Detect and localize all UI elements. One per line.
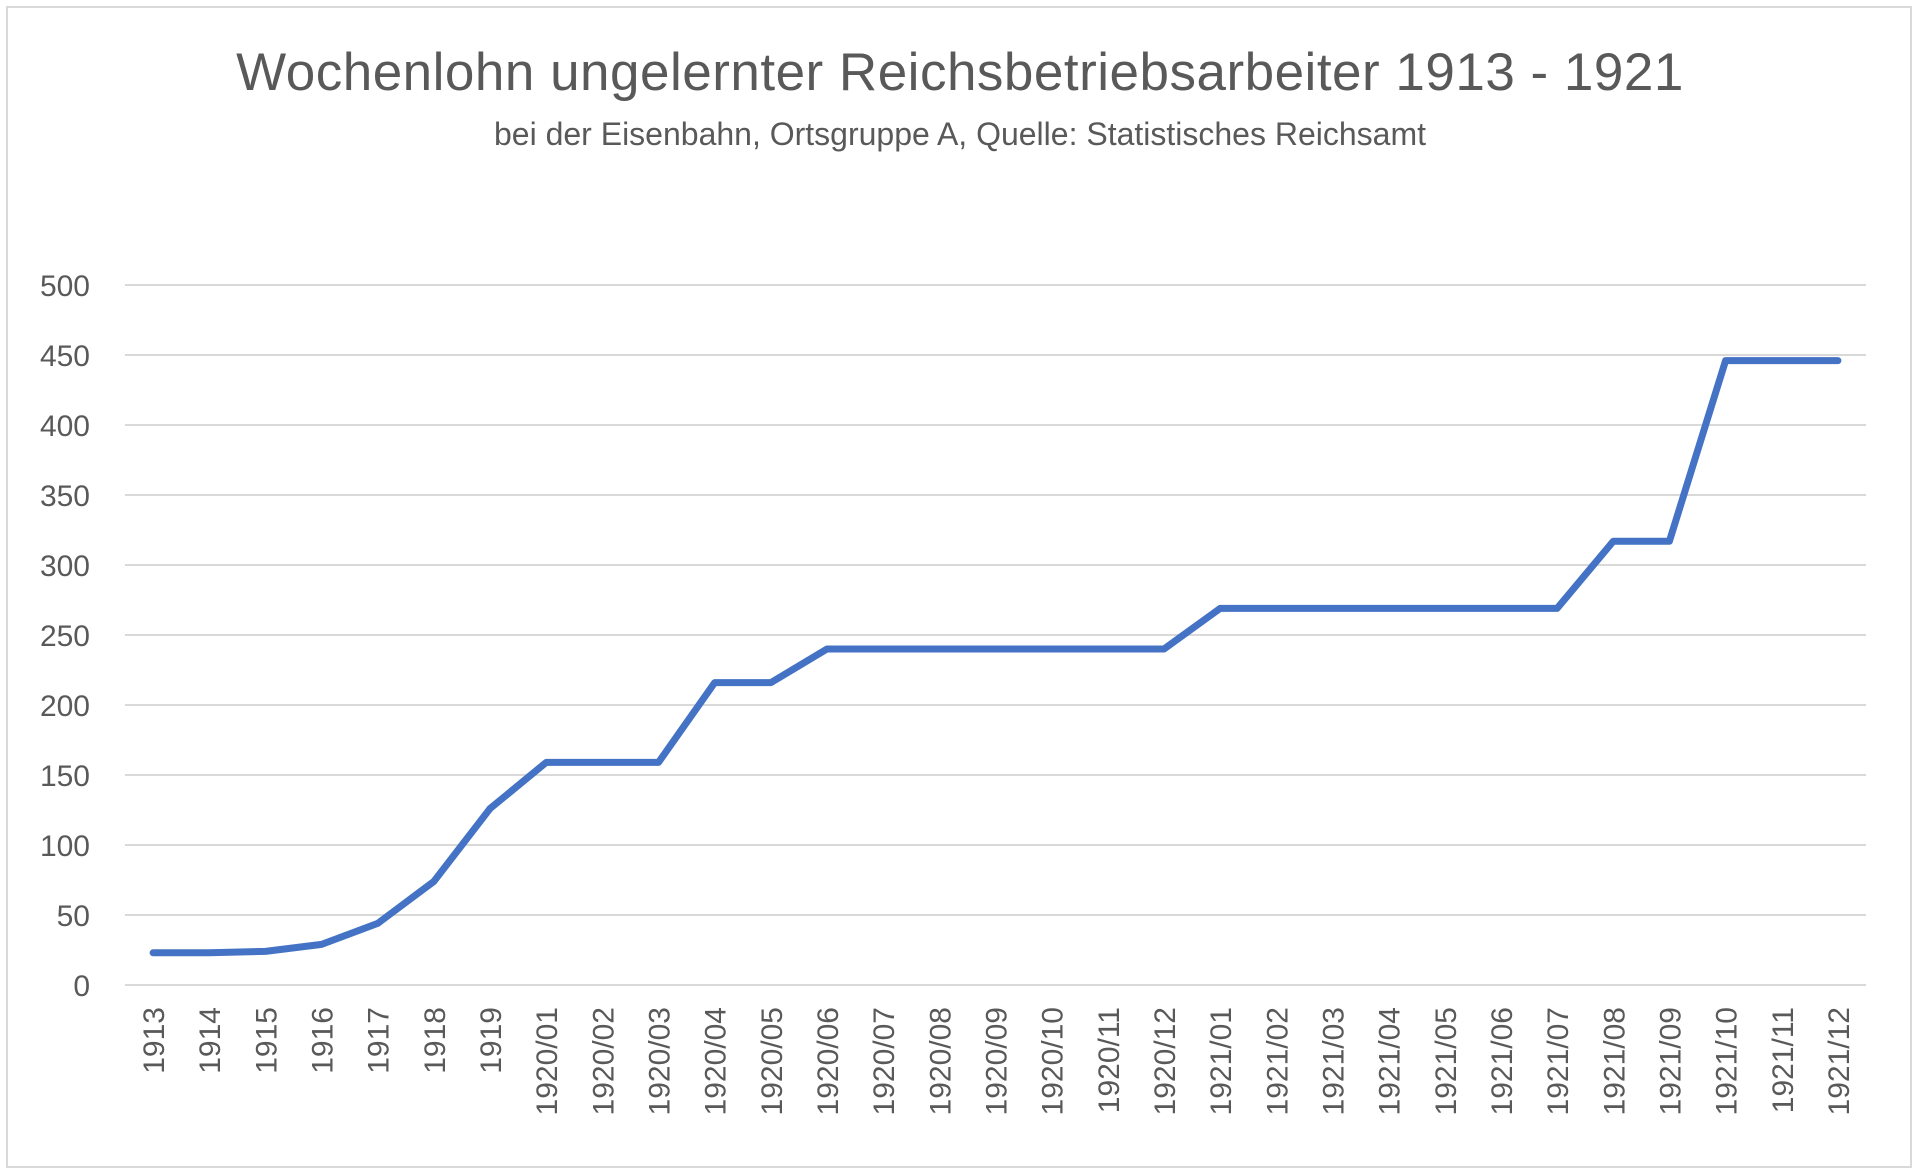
x-tick-label: 1921/12	[1823, 1007, 1856, 1115]
x-tick-label: 1921/03	[1317, 1007, 1350, 1115]
y-tick-label: 150	[40, 760, 90, 793]
x-tick-label: 1921/05	[1430, 1007, 1463, 1115]
x-tick-label: 1920/12	[1149, 1007, 1182, 1115]
x-tick-label: 1921/06	[1486, 1007, 1519, 1115]
x-tick-label: 1921/08	[1598, 1007, 1631, 1115]
y-tick-label: 500	[40, 270, 90, 303]
y-tick-label: 400	[40, 410, 90, 443]
x-tick-label: 1915	[250, 1007, 283, 1074]
chart-title: Wochenlohn ungelernter Reichsbetriebsarb…	[236, 43, 1684, 102]
y-tick-label: 450	[40, 340, 90, 373]
x-tick-label: 1920/06	[812, 1007, 845, 1115]
y-tick-label: 300	[40, 550, 90, 583]
series-line	[149, 357, 1842, 957]
y-tick-label: 250	[40, 620, 90, 653]
x-tick-label: 1917	[363, 1007, 396, 1074]
x-tick-label: 1920/08	[924, 1007, 957, 1115]
y-tick-label: 350	[40, 480, 90, 513]
x-tick-label: 1918	[419, 1007, 452, 1074]
x-tick-label: 1921/09	[1654, 1007, 1687, 1115]
chart-area	[6, 6, 1912, 1168]
x-tick-label: 1920/09	[981, 1007, 1014, 1115]
x-tick-label: 1916	[307, 1007, 340, 1074]
x-tick-label: 1919	[475, 1007, 508, 1074]
y-tick-label: 100	[40, 830, 90, 863]
x-tick-label: 1921/04	[1374, 1007, 1407, 1115]
series-layer	[149, 357, 1842, 957]
x-tick-label: 1914	[194, 1007, 227, 1074]
x-tick-label: 1921/01	[1205, 1007, 1238, 1115]
x-tick-label: 1921/07	[1542, 1007, 1575, 1115]
x-tick-label: 1920/11	[1093, 1007, 1126, 1113]
x-tick-label: 1913	[138, 1007, 171, 1074]
x-tick-label: 1920/05	[756, 1007, 789, 1115]
x-tick-label: 1921/11	[1767, 1007, 1800, 1113]
y-tick-label: 200	[40, 690, 90, 723]
y-tick-label: 0	[73, 970, 90, 1003]
x-tick-label: 1921/02	[1261, 1007, 1294, 1115]
x-tick-label: 1920/02	[587, 1007, 620, 1115]
x-tick-label: 1921/10	[1711, 1007, 1744, 1115]
x-tick-label: 1920/10	[1037, 1007, 1070, 1115]
y-tick-label: 50	[57, 900, 90, 933]
x-axis-tick-labels: 1913 1914 1915 1916 1917 1918 1919 1920/01 1920/…	[138, 1007, 1856, 1115]
x-tick-label: 1920/07	[868, 1007, 901, 1115]
x-tick-label: 1920/01	[531, 1007, 564, 1115]
gridlines	[125, 284, 1866, 986]
x-tick-label: 1920/04	[700, 1007, 733, 1115]
y-axis-tick-labels: 0 50 100 150 200 250 300 350 400 450 500	[40, 270, 90, 1003]
x-tick-label: 1920/03	[644, 1007, 677, 1115]
chart-subtitle: bei der Eisenbahn, Ortsgruppe A, Quelle:…	[493, 116, 1427, 152]
